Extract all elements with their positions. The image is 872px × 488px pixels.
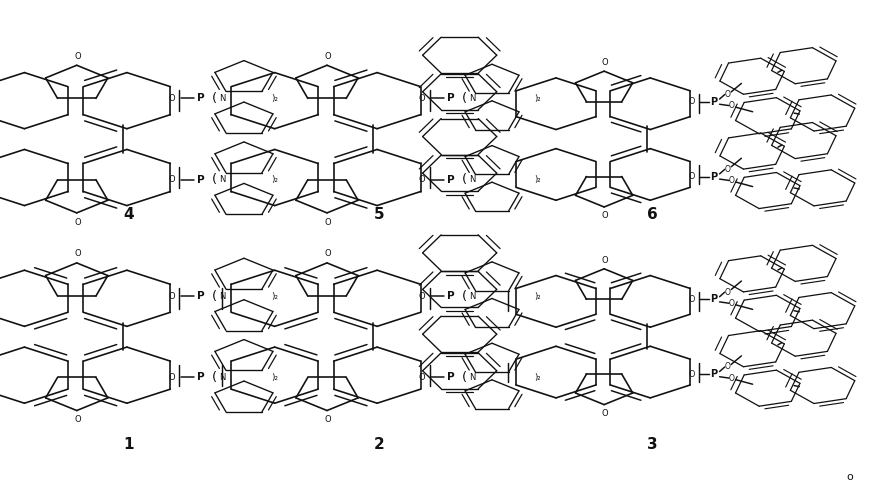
Text: (: ( bbox=[212, 371, 217, 384]
Text: O: O bbox=[689, 97, 695, 106]
Text: O: O bbox=[602, 408, 609, 418]
Text: (: ( bbox=[462, 173, 467, 186]
Text: O: O bbox=[168, 291, 175, 301]
Text: O: O bbox=[725, 165, 731, 174]
Text: )₂: )₂ bbox=[271, 291, 278, 301]
Text: P: P bbox=[196, 175, 204, 185]
Text: O: O bbox=[689, 172, 695, 181]
Text: o: o bbox=[847, 472, 854, 482]
Text: O: O bbox=[602, 211, 609, 220]
Text: O: O bbox=[324, 415, 331, 424]
Text: )₂: )₂ bbox=[535, 175, 541, 184]
Text: O: O bbox=[602, 58, 609, 67]
Text: P: P bbox=[711, 369, 718, 379]
Text: 5: 5 bbox=[374, 207, 385, 222]
Text: O: O bbox=[419, 94, 426, 103]
Text: P: P bbox=[711, 171, 718, 182]
Text: P: P bbox=[711, 97, 718, 107]
Text: O: O bbox=[74, 415, 81, 424]
Text: O: O bbox=[725, 90, 731, 99]
Text: (: ( bbox=[212, 92, 217, 105]
Text: O: O bbox=[729, 101, 735, 110]
Text: (: ( bbox=[462, 92, 467, 105]
Text: (: ( bbox=[212, 173, 217, 186]
Text: O: O bbox=[725, 287, 731, 297]
Text: P: P bbox=[196, 372, 204, 383]
Text: O: O bbox=[74, 249, 81, 258]
Text: N: N bbox=[469, 94, 475, 103]
Text: O: O bbox=[729, 374, 735, 383]
Text: 6: 6 bbox=[647, 207, 657, 222]
Text: )₂: )₂ bbox=[271, 373, 278, 382]
Text: P: P bbox=[446, 93, 454, 103]
Text: N: N bbox=[469, 291, 475, 301]
Text: P: P bbox=[196, 93, 204, 103]
Text: )₂: )₂ bbox=[535, 373, 541, 382]
Text: P: P bbox=[196, 291, 204, 301]
Text: )₂: )₂ bbox=[535, 94, 541, 103]
Text: N: N bbox=[469, 175, 475, 184]
Text: N: N bbox=[219, 94, 225, 103]
Text: O: O bbox=[324, 52, 331, 61]
Text: )₂: )₂ bbox=[271, 175, 278, 184]
Text: O: O bbox=[729, 176, 735, 185]
Text: O: O bbox=[168, 373, 175, 382]
Text: )₂: )₂ bbox=[535, 291, 541, 301]
Text: 1: 1 bbox=[124, 437, 134, 451]
Text: O: O bbox=[602, 256, 609, 265]
Text: O: O bbox=[419, 373, 426, 382]
Text: O: O bbox=[725, 363, 731, 371]
Text: O: O bbox=[168, 175, 175, 184]
Text: (: ( bbox=[462, 289, 467, 303]
Text: P: P bbox=[446, 175, 454, 185]
Text: )₂: )₂ bbox=[271, 94, 278, 103]
Text: N: N bbox=[469, 373, 475, 382]
Text: O: O bbox=[74, 52, 81, 61]
Text: P: P bbox=[446, 372, 454, 383]
Text: O: O bbox=[419, 175, 426, 184]
Text: O: O bbox=[689, 295, 695, 304]
Text: O: O bbox=[324, 218, 331, 226]
Text: O: O bbox=[689, 369, 695, 379]
Text: P: P bbox=[446, 291, 454, 301]
Text: O: O bbox=[419, 291, 426, 301]
Text: N: N bbox=[219, 175, 225, 184]
Text: 3: 3 bbox=[647, 437, 657, 451]
Text: 4: 4 bbox=[124, 207, 134, 222]
Text: O: O bbox=[74, 218, 81, 226]
Text: O: O bbox=[168, 94, 175, 103]
Text: N: N bbox=[219, 291, 225, 301]
Text: O: O bbox=[729, 299, 735, 308]
Text: 2: 2 bbox=[374, 437, 385, 451]
Text: O: O bbox=[324, 249, 331, 258]
Text: P: P bbox=[711, 294, 718, 305]
Text: (: ( bbox=[462, 371, 467, 384]
Text: N: N bbox=[219, 373, 225, 382]
Text: (: ( bbox=[212, 289, 217, 303]
